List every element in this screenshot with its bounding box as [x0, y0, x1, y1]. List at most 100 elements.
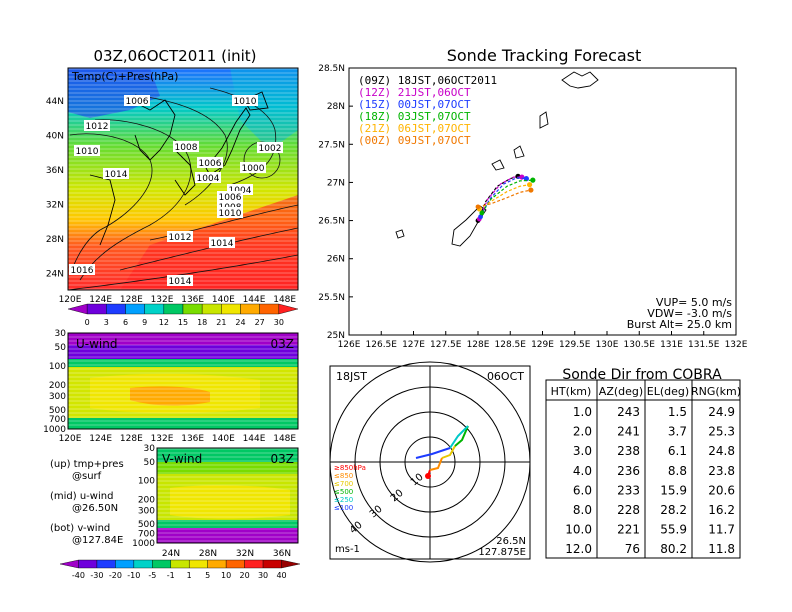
pressure-legend-entry: ≤700	[334, 480, 353, 488]
vwind-title: V-wind	[162, 452, 202, 466]
table-cell: 24.9	[708, 405, 735, 419]
table-cell: 4.0	[573, 464, 592, 478]
tracking-lon-tick: 128E	[467, 340, 490, 350]
isobar-label-bg	[69, 264, 95, 275]
temp-scale-label: 3	[104, 318, 109, 327]
uwind-title: U-wind	[76, 337, 117, 351]
table-cell: 221	[617, 523, 640, 537]
run-legend-entry: (00Z) 09JST,07OCT	[358, 134, 471, 147]
wind-color-swatch	[133, 559, 153, 569]
pressure-tick: 700	[138, 529, 155, 539]
run-legend-entry: (15Z) 00JST,07OCT	[358, 98, 471, 111]
table-cell: 11.7	[708, 523, 735, 537]
tracking-lon-tick: 130E	[596, 340, 619, 350]
track-end-point	[528, 187, 534, 193]
track-end-point	[527, 182, 533, 188]
tracking-lon-tick: 129E	[531, 340, 554, 350]
temp-scale-label: 18	[197, 318, 207, 327]
vwind-time: 03Z	[271, 452, 295, 466]
svg-text:(mid) u-wind: (mid) u-wind	[50, 491, 113, 502]
temp-scale-label: 9	[142, 318, 147, 327]
svg-text:Burst Alt= 25.0 km: Burst Alt= 25.0 km	[627, 318, 732, 331]
tracking-lon-tick: 126E	[338, 340, 361, 350]
wind-scale-label: -30	[90, 571, 103, 580]
temp-color-swatch	[201, 303, 222, 315]
isobar-label-bg	[74, 145, 100, 156]
pressure-tick: 200	[138, 495, 155, 505]
pressure-tick: 30	[144, 444, 156, 454]
isobar-label: 1006	[219, 193, 242, 203]
tracking-title: Sonde Tracking Forecast	[447, 46, 642, 65]
table-cell: 1.0	[573, 405, 592, 419]
isobar-label: 1014	[105, 170, 128, 180]
isobar-label: 1006	[199, 159, 222, 169]
tracking-lon-tick: 127E	[402, 340, 425, 350]
wind-scale-label: -10	[127, 571, 140, 580]
tracking-lat-tick: 26N	[327, 255, 345, 265]
sonde-direction-table	[545, 379, 741, 559]
tracking-lon-tick: 128.5E	[495, 340, 527, 350]
svg-text:@26.50N: @26.50N	[72, 503, 118, 514]
wind-color-swatch	[281, 559, 301, 569]
temp-color-swatch	[125, 303, 145, 315]
temp-color-swatch	[144, 303, 165, 315]
table-cells: HT(km) AZ(deg) EL(deg) RNG(km) 1.0 243 1.5 24.9…	[551, 385, 741, 556]
vwind-lat-tick: 32N	[236, 549, 254, 559]
svg-text:(bot) v-wind: (bot) v-wind	[50, 523, 110, 534]
tracking-lon-tick: 127.5E	[430, 340, 462, 350]
pressure-legend-entry: ≥850hPa	[334, 464, 366, 472]
map-lat-ticks: 44N 40N 36N 32N 28N 24N	[46, 97, 64, 280]
wind-scale-label: 40	[276, 571, 286, 580]
isobar-label-bg	[84, 120, 110, 131]
map-label: Temp(C)+Pres(hPa)	[71, 70, 178, 83]
pressure-legend-entry: ≤850	[334, 472, 353, 480]
wind-color-swatch	[244, 559, 264, 569]
map-lat-tick: 44N	[46, 97, 64, 107]
temp-scale-label: 24	[235, 318, 245, 327]
isobar-label: 1014	[169, 277, 192, 287]
isobar-label: 1010	[219, 209, 242, 219]
pressure-tick: 500	[138, 520, 155, 530]
wind-color-swatch	[207, 559, 227, 569]
temp-color-swatch	[163, 303, 184, 315]
wind-scale-label: 20	[240, 571, 250, 580]
hodograph-lon: 127.875E	[478, 547, 526, 558]
vwind-lat-ticks: 24N 28N 32N 36N	[162, 549, 291, 559]
temperature-pressure-map	[67, 67, 299, 291]
tracking-lon-ticks: 126E 126.5E 127E 127.5E 128E 128.5E 129E 129.5E…	[338, 331, 748, 350]
uwind-lon-tick: 124E	[89, 434, 112, 444]
isobar-label-bg	[167, 275, 193, 286]
map-lat-tick: 36N	[46, 166, 64, 176]
balloon-params: VUP= 5.0 m/s VDW= -3.0 m/s Burst Alt= 25…	[627, 296, 733, 331]
table-cell: 3.0	[573, 444, 592, 458]
isobar-label: 1010	[76, 147, 99, 157]
table-cell: 20.6	[708, 483, 735, 497]
svg-text:VDW= -3.0 m/s: VDW= -3.0 m/s	[647, 307, 732, 320]
table-header: AZ(deg)	[599, 385, 643, 398]
temp-scale-label: 0	[85, 318, 90, 327]
pressure-tick: 50	[144, 458, 156, 468]
wind-scale-label: -20	[109, 571, 122, 580]
map-lon-tick: 132E	[151, 295, 174, 305]
uwind-lon-tick: 144E	[243, 434, 266, 444]
svg-text:@surf: @surf	[72, 471, 102, 482]
isobar-label: 1016	[71, 266, 94, 276]
sonde-track	[477, 189, 532, 208]
temp-scale-label: 21	[216, 318, 226, 327]
panel-legend: (up) tmp+pres @surf (mid) u-wind @26.50N…	[50, 459, 124, 546]
table-cell: 241	[617, 425, 640, 439]
temp-color-swatch	[221, 303, 241, 315]
isobar-label-bg	[217, 201, 243, 212]
temp-color-swatch	[182, 303, 203, 315]
map-lat-tick: 32N	[46, 201, 64, 211]
table-cell: 11.8	[708, 542, 735, 556]
run-legend-entry: (12Z) 21JST,06OCT	[358, 86, 471, 99]
map-lat-tick: 40N	[46, 132, 64, 142]
wind-color-swatch	[78, 559, 98, 569]
tracking-lat-tick: 25N	[327, 331, 345, 341]
svg-text:VUP= 5.0 m/s: VUP= 5.0 m/s	[656, 296, 732, 309]
wind-color-swatch	[152, 559, 171, 569]
svg-text:@127.84E: @127.84E	[72, 535, 123, 546]
table-cell: 28.2	[660, 503, 687, 517]
svg-text:(up) tmp+pres: (up) tmp+pres	[50, 459, 124, 470]
